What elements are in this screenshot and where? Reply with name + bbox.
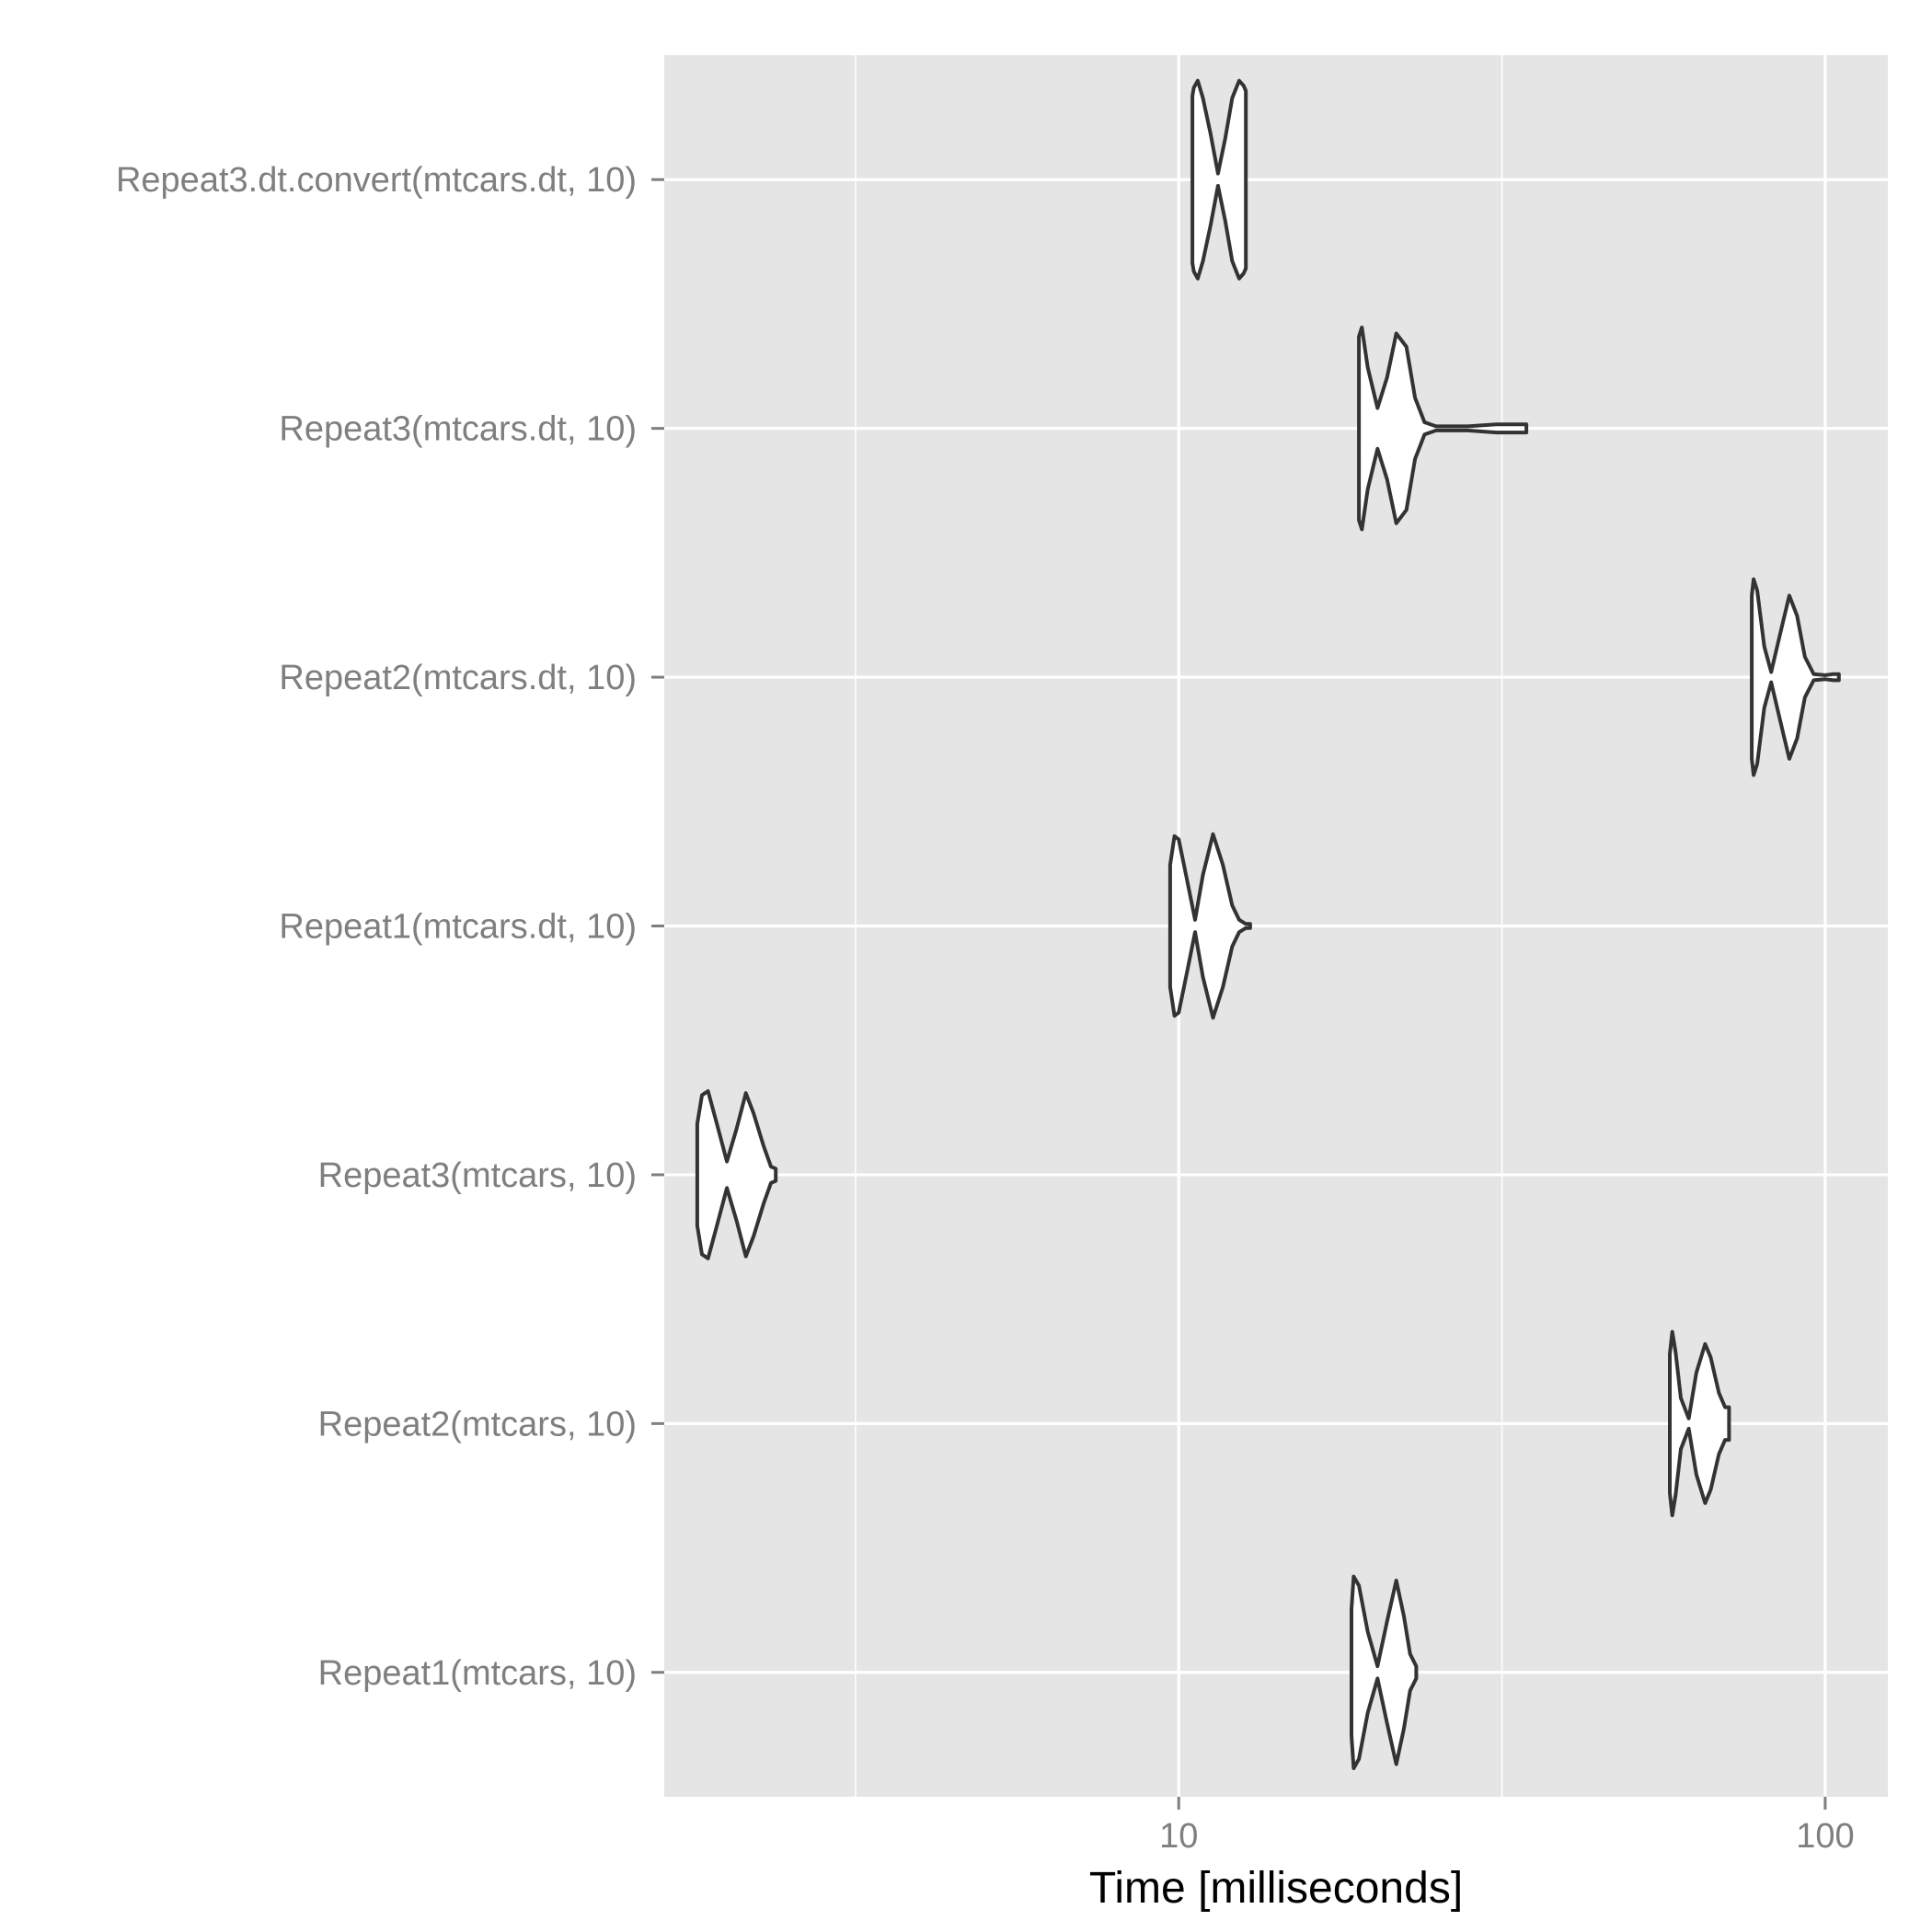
y-tick-label: Repeat2(mtcars, 10) (318, 1405, 637, 1443)
violins (695, 78, 1841, 1770)
y-tick-label: Repeat3(mtcars.dt, 10) (279, 410, 637, 449)
y-tick-label: Repeat2(mtcars.dt, 10) (279, 659, 637, 697)
x-axis-title: Time [milliseconds] (1089, 1864, 1463, 1913)
y-tick-label: Repeat1(mtcars, 10) (318, 1654, 637, 1693)
violin-3 (1750, 577, 1841, 777)
violin-4 (1167, 832, 1252, 1020)
violin-6 (1668, 1329, 1731, 1518)
x-tick-label: 10 (1159, 1817, 1198, 1856)
y-axis: Repeat3.dt.convert(mtcars.dt, 10) Repeat3… (116, 161, 664, 1693)
y-tick-label: Repeat1(mtcars.dt, 10) (279, 908, 637, 947)
violin-1 (1190, 78, 1248, 281)
y-tick-label: Repeat3.dt.convert(mtcars.dt, 10) (116, 161, 637, 200)
x-axis: 10 100 (1159, 1797, 1855, 1856)
x-tick-label: 100 (1796, 1817, 1854, 1856)
violin-7 (1350, 1574, 1419, 1770)
y-tick-label: Repeat3(mtcars, 10) (318, 1156, 637, 1195)
violin-2 (1357, 325, 1529, 532)
violin-5 (695, 1089, 778, 1260)
